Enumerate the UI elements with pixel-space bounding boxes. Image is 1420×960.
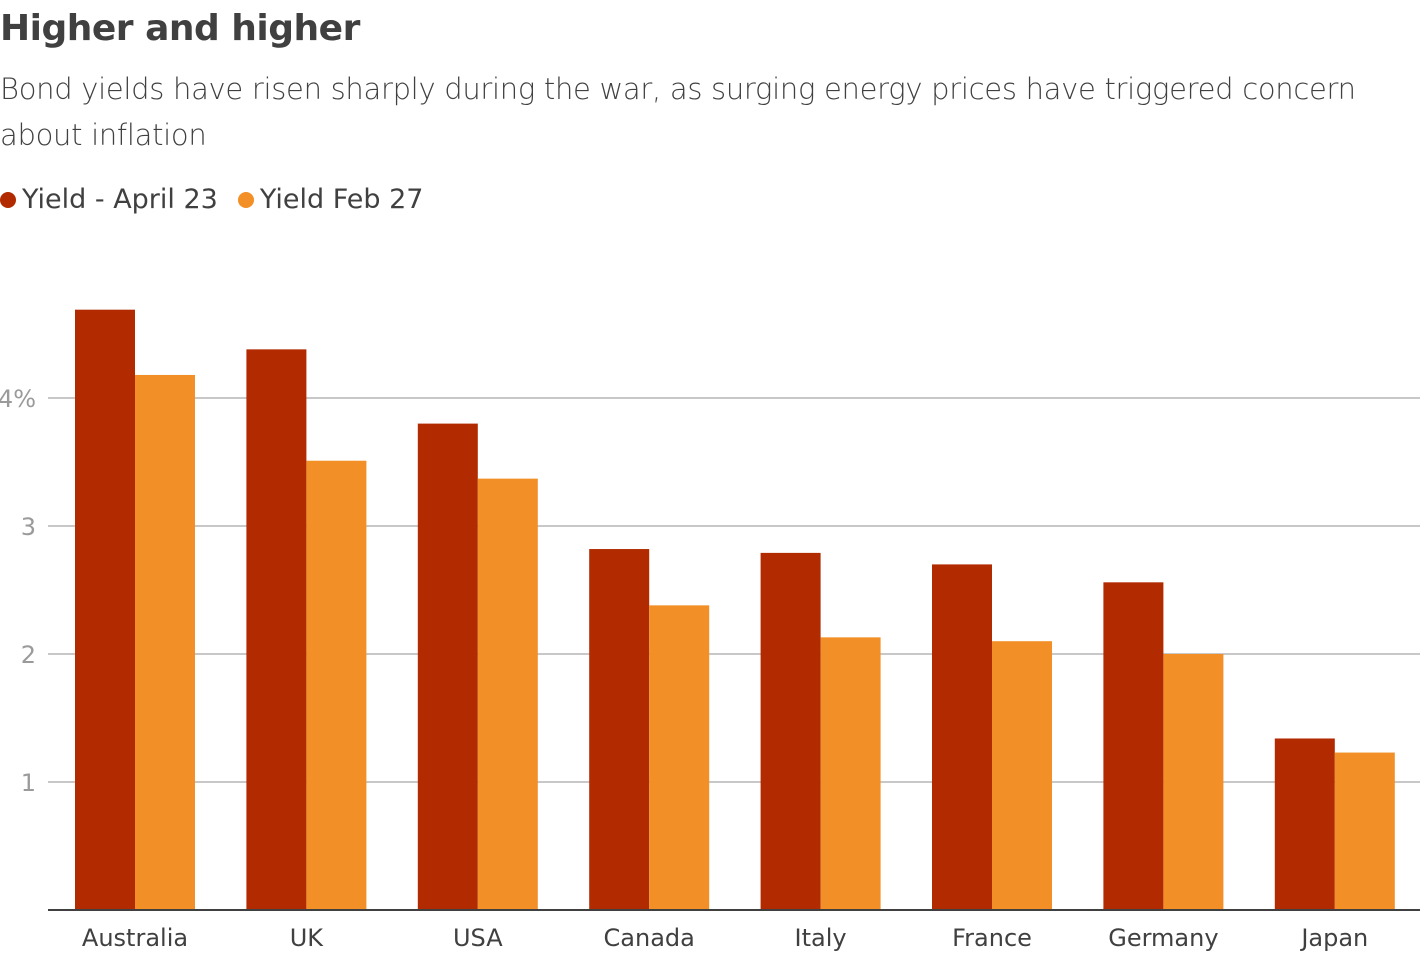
x-tick-label: Japan bbox=[1299, 924, 1368, 952]
bar-italy-april bbox=[760, 552, 821, 910]
bar-uk-feb bbox=[306, 460, 367, 910]
bar-canada-april bbox=[589, 549, 650, 910]
x-tick-label: France bbox=[952, 924, 1032, 952]
x-tick-label: USA bbox=[453, 924, 503, 952]
bar-france-april bbox=[932, 564, 992, 910]
x-tick-label: Canada bbox=[604, 924, 695, 952]
bar-australia-april bbox=[75, 309, 135, 910]
x-tick-label: Australia bbox=[82, 924, 188, 952]
legend-dot-april-icon bbox=[0, 191, 16, 208]
category-labels: Australia UK USA Canada Italy France Germany Ja… bbox=[82, 924, 1368, 952]
chart-subtitle: Bond yields have risen sharply during th… bbox=[0, 72, 1356, 152]
y-tick-label: 2 bbox=[21, 641, 36, 669]
legend-item-feb: Yield Feb 27 bbox=[237, 184, 424, 215]
bar-italy-feb bbox=[820, 637, 881, 910]
x-tick-label: Germany bbox=[1108, 924, 1218, 952]
bars bbox=[75, 309, 1395, 911]
y-tick-label: 4% bbox=[0, 385, 36, 413]
legend-item-april: Yield - April 23 bbox=[0, 184, 218, 215]
bar-japan-april bbox=[1274, 738, 1335, 910]
bar-usa-april bbox=[417, 423, 478, 910]
legend: Yield - April 23 Yield Feb 27 bbox=[0, 184, 443, 215]
legend-dot-feb-icon bbox=[237, 191, 254, 208]
y-tick-label: 1 bbox=[21, 769, 36, 797]
bar-japan-feb bbox=[1334, 752, 1395, 910]
bar-germany-feb bbox=[1163, 654, 1224, 910]
legend-label-april: Yield - April 23 bbox=[22, 184, 218, 215]
x-tick-label: UK bbox=[290, 924, 325, 952]
bar-usa-feb bbox=[477, 478, 538, 910]
legend-label-feb: Yield Feb 27 bbox=[259, 184, 424, 215]
x-tick-label: Italy bbox=[795, 924, 847, 952]
bar-australia-feb bbox=[135, 374, 195, 911]
bar-uk-april bbox=[246, 349, 307, 910]
bar-canada-feb bbox=[649, 605, 710, 910]
y-tick-label: 3 bbox=[21, 513, 36, 541]
bar-france-feb bbox=[992, 641, 1052, 910]
bar-germany-april bbox=[1103, 582, 1164, 910]
chart-title: Higher and higher bbox=[0, 8, 360, 49]
